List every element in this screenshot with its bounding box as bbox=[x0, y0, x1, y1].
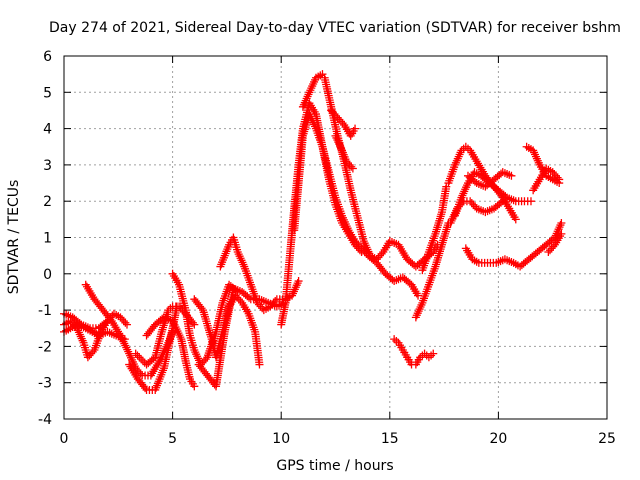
x-tick-label: 10 bbox=[272, 431, 290, 447]
data-point bbox=[88, 347, 97, 356]
x-tick-label: 20 bbox=[489, 431, 507, 447]
data-point bbox=[347, 162, 356, 171]
y-tick-label: 1 bbox=[43, 231, 52, 247]
data-point bbox=[131, 349, 140, 358]
data-series bbox=[216, 233, 303, 315]
data-point bbox=[557, 229, 566, 238]
x-tick-label: 15 bbox=[381, 431, 399, 447]
axis-ticks bbox=[63, 55, 608, 420]
data-point bbox=[190, 320, 199, 329]
data-point bbox=[414, 291, 423, 300]
data-point bbox=[137, 355, 146, 364]
data-point bbox=[498, 197, 507, 206]
data-series bbox=[529, 164, 564, 195]
x-axis-label: GPS time / hours bbox=[276, 458, 393, 474]
data-series bbox=[390, 335, 438, 369]
data-point bbox=[133, 351, 142, 360]
data-series bbox=[60, 316, 112, 362]
data-point bbox=[168, 316, 177, 325]
data-point bbox=[511, 215, 520, 224]
data-series bbox=[290, 110, 423, 300]
data-series bbox=[418, 182, 451, 275]
data-series bbox=[331, 131, 357, 173]
data-point bbox=[123, 345, 132, 354]
data-series bbox=[81, 280, 177, 380]
data-point bbox=[348, 164, 357, 173]
y-tick-label: -1 bbox=[38, 303, 52, 319]
data-point bbox=[135, 353, 144, 362]
data-point bbox=[169, 319, 178, 328]
x-tick-label: 0 bbox=[60, 431, 69, 447]
data-series bbox=[125, 302, 181, 394]
data-point bbox=[172, 325, 181, 334]
data-point bbox=[255, 360, 264, 369]
grid-lines bbox=[64, 56, 607, 419]
data-point bbox=[138, 356, 147, 365]
data-series bbox=[60, 309, 131, 333]
data-series bbox=[298, 70, 442, 271]
data-series bbox=[142, 313, 199, 391]
data-series bbox=[168, 269, 242, 369]
x-tick-label: 25 bbox=[598, 431, 616, 447]
data-series bbox=[450, 168, 535, 220]
data-point bbox=[188, 318, 197, 327]
y-tick-label: 3 bbox=[43, 158, 52, 174]
y-tick-label: 2 bbox=[43, 194, 52, 210]
data-point bbox=[190, 382, 199, 391]
data-point bbox=[555, 175, 564, 184]
data-point bbox=[197, 304, 206, 313]
data-point bbox=[497, 198, 506, 207]
y-tick-label: 4 bbox=[43, 122, 52, 138]
data-series bbox=[461, 218, 566, 271]
data-point bbox=[122, 320, 131, 329]
data-series bbox=[544, 229, 566, 257]
y-tick-label: -2 bbox=[38, 339, 52, 355]
y-tick-label: -4 bbox=[38, 412, 52, 428]
chart-title: Day 274 of 2021, Sidereal Day-to-day VTE… bbox=[49, 20, 621, 36]
data-point bbox=[553, 173, 562, 182]
data-points bbox=[60, 70, 566, 394]
y-axis-label: SDTVAR / TECUs bbox=[6, 180, 22, 295]
data-point bbox=[136, 369, 145, 378]
data-series bbox=[446, 197, 507, 227]
x-tick-label: 5 bbox=[168, 431, 177, 447]
data-point bbox=[557, 218, 566, 227]
data-point bbox=[175, 331, 184, 340]
data-point bbox=[121, 318, 130, 327]
y-tick-label: 0 bbox=[43, 267, 52, 283]
data-point bbox=[507, 171, 516, 180]
data-point bbox=[271, 297, 280, 306]
y-tick-label: 5 bbox=[43, 85, 52, 101]
data-point bbox=[120, 339, 129, 348]
data-series bbox=[327, 106, 360, 140]
data-point bbox=[458, 199, 467, 208]
tick-labels: 0 5 10 15 20 25 -4 -3 -2 -1 0 1 2 3 4 5 6 bbox=[38, 49, 616, 447]
y-tick-label: -3 bbox=[38, 376, 52, 392]
data-point bbox=[526, 197, 535, 206]
data-point bbox=[429, 349, 438, 358]
data-point bbox=[117, 333, 126, 342]
data-series bbox=[463, 168, 516, 191]
data-point bbox=[351, 124, 360, 133]
data-point bbox=[294, 277, 303, 286]
y-tick-label: 6 bbox=[43, 49, 52, 65]
data-point bbox=[141, 384, 150, 393]
